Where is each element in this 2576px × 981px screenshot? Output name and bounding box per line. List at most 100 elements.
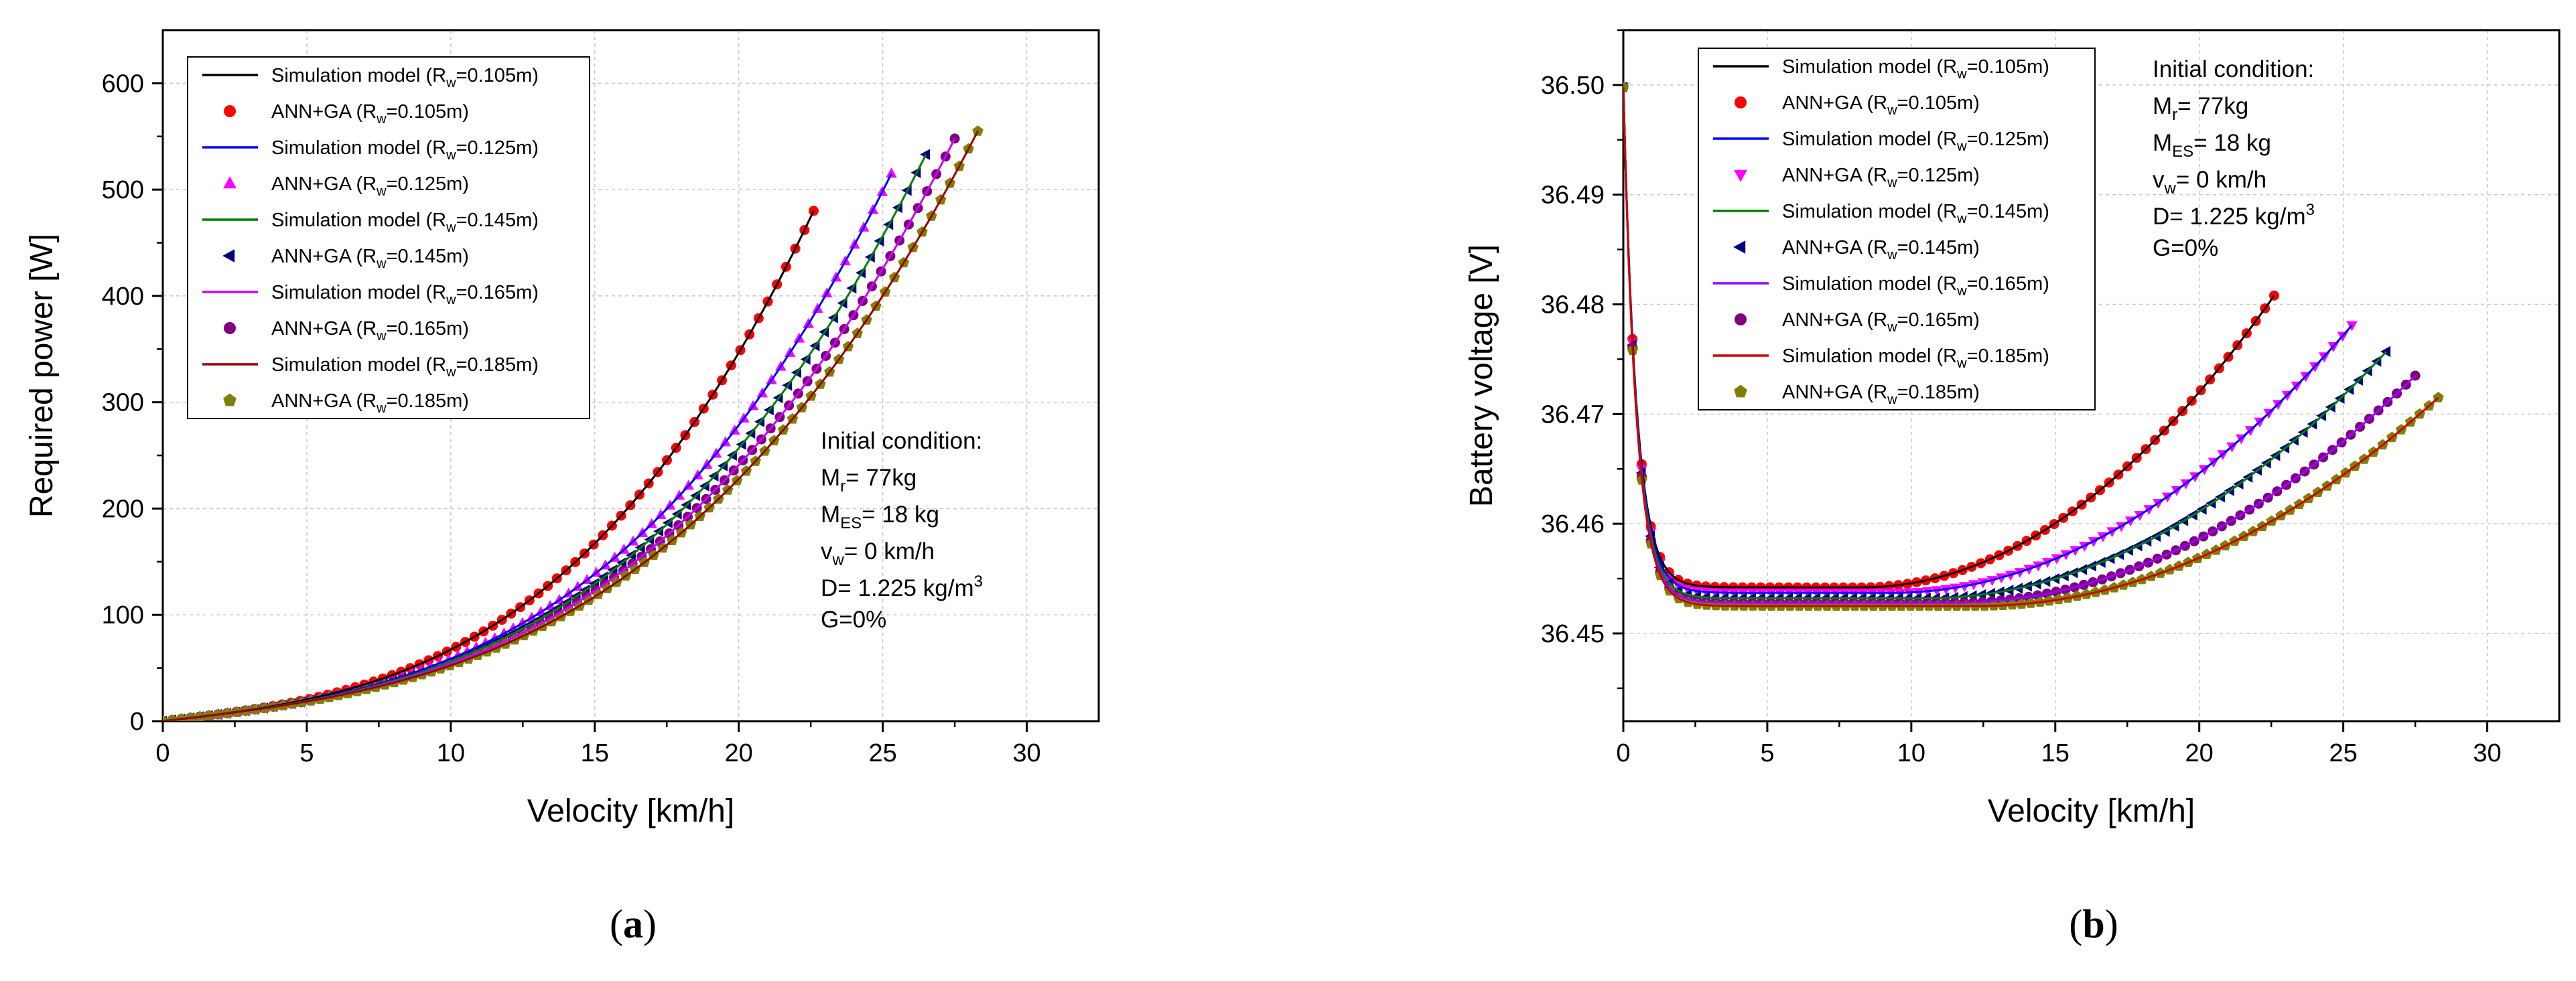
x-tick-label: 20 xyxy=(2185,739,2214,767)
y-axis-title: Battery voltage [V] xyxy=(1464,244,1499,507)
y-tick-label: 36.48 xyxy=(1541,291,1605,319)
legend-marker-swatch xyxy=(1735,313,1747,325)
legend-entry: Simulation model (Rw=0.165m) xyxy=(271,282,539,307)
annotation-title: Initial condition: xyxy=(2153,56,2314,82)
series-line xyxy=(1623,87,2388,599)
legend-entry: Simulation model (Rw=0.165m) xyxy=(1782,273,2049,299)
data-point xyxy=(886,167,897,178)
data-point xyxy=(1719,589,1731,599)
y-tick-label: 0 xyxy=(130,708,144,736)
series-line xyxy=(163,131,979,721)
legend-box xyxy=(1698,48,2096,410)
y-tick-label: 500 xyxy=(102,176,144,204)
data-point xyxy=(1848,589,1860,599)
x-tick-label: 25 xyxy=(868,739,896,767)
legend-entry: Simulation model (Rw=0.145m) xyxy=(271,210,539,235)
y-tick-label: 300 xyxy=(102,389,144,417)
y-tick-label: 36.49 xyxy=(1541,181,1605,210)
legend-entry: ANN+GA (Rw=0.145m) xyxy=(1782,237,1980,262)
legend: Simulation model (Rw=0.105m) ANN+GA (Rw=0… xyxy=(187,56,590,419)
annotation: Initial condition: Mr= 77kg MES= 18 kg vw= … xyxy=(821,428,983,633)
legend-entry: ANN+GA (Rw=0.165m) xyxy=(271,318,469,344)
data-point xyxy=(1802,589,1814,599)
legend-marker-swatch xyxy=(1734,384,1747,398)
data-point xyxy=(1811,589,1823,599)
x-tick-label: 0 xyxy=(1616,739,1630,767)
x-tick-label: 0 xyxy=(155,739,170,767)
y-tick-label: 100 xyxy=(102,601,144,629)
annotation-mes: MES= 18 kg xyxy=(2153,130,2271,161)
legend-marker-swatch xyxy=(1733,240,1746,254)
y-tick-label: 36.47 xyxy=(1541,400,1605,429)
data-point xyxy=(1765,589,1777,599)
annotation-density: D= 1.225 kg/m3 xyxy=(821,573,983,601)
x-tick-label: 20 xyxy=(725,739,753,767)
legend-entry: ANN+GA (Rw=0.125m) xyxy=(1782,165,1980,190)
x-tick-label: 30 xyxy=(1012,739,1040,767)
data-point xyxy=(1623,81,1629,92)
x-tick-label: 15 xyxy=(581,739,609,767)
legend-marker-swatch xyxy=(1734,169,1747,182)
data-point xyxy=(1922,587,1934,597)
legend-entry: Simulation model (Rw=0.105m) xyxy=(271,65,539,90)
legend-entry: Simulation model (Rw=0.185m) xyxy=(1782,346,2049,371)
y-tick-label: 600 xyxy=(102,70,144,98)
annotation-mr: Mr= 77kg xyxy=(821,465,917,496)
legend-box xyxy=(187,56,590,419)
legend-entry: ANN+GA (Rw=0.165m) xyxy=(1782,309,1980,335)
annotation-grade: G=0% xyxy=(2153,235,2218,261)
x-tick-label: 25 xyxy=(2329,739,2357,767)
y-tick-label: 200 xyxy=(102,495,144,523)
annotation-vw: vw= 0 km/h xyxy=(821,538,935,569)
caption-b: (b) xyxy=(2069,902,2118,946)
legend-entry: Simulation model (Rw=0.145m) xyxy=(1782,201,2049,226)
legend-marker-swatch xyxy=(223,176,236,189)
chart-b-battery-voltage: 0 5 10 15 20 25 30 36.45 36.46 36.47 36.48 36.49 36.… xyxy=(1464,29,2561,829)
annotation: Initial condition: Mr= 77kg MES= 18 kg vw= … xyxy=(2153,56,2315,261)
annotation-grade: G=0% xyxy=(821,607,886,633)
y-axis-title: Required power [W] xyxy=(24,234,60,518)
x-tick-label: 30 xyxy=(2473,739,2501,767)
legend-marker-swatch xyxy=(1735,96,1747,108)
data-point xyxy=(1793,589,1804,599)
legend-entry: ANN+GA (Rw=0.125m) xyxy=(271,173,469,199)
series-line xyxy=(1623,87,2417,604)
legend-entry: ANN+GA (Rw=0.105m) xyxy=(1782,92,1980,118)
legend-entry: Simulation model (Rw=0.125m) xyxy=(271,137,539,163)
annotation-density: D= 1.225 kg/m3 xyxy=(2153,201,2315,230)
series-group xyxy=(163,125,984,721)
data-point xyxy=(972,125,984,136)
data-point xyxy=(1774,589,1786,599)
legend-entry: Simulation model (Rw=0.125m) xyxy=(1782,129,2049,154)
legend-entry: ANN+GA (Rw=0.185m) xyxy=(271,390,469,416)
x-axis-title: Velocity [km/h] xyxy=(1988,794,2195,829)
data-point xyxy=(1747,589,1758,599)
plot-frame xyxy=(1622,29,2561,723)
plot-frame xyxy=(161,29,1100,723)
chart-a-required-power: 0 5 10 15 20 25 300100200300400500600Velocity … xyxy=(24,29,1100,829)
data-point xyxy=(1756,589,1767,599)
annotation-title: Initial condition: xyxy=(821,428,982,454)
legend-marker-swatch xyxy=(224,322,236,334)
legend-entry: Simulation model (Rw=0.105m) xyxy=(1782,56,2049,82)
legend-entry: ANN+GA (Rw=0.105m) xyxy=(271,101,469,127)
series-line xyxy=(1623,87,2439,607)
y-tick-label: 36.46 xyxy=(1541,510,1605,538)
y-tick-label: 36.50 xyxy=(1541,72,1605,100)
legend-entry: Simulation model (Rw=0.185m) xyxy=(271,354,539,380)
annotation-mes: MES= 18 kg xyxy=(821,502,939,532)
data-point xyxy=(1783,589,1795,599)
x-tick-label: 5 xyxy=(1760,739,1774,767)
data-point xyxy=(1885,589,1897,599)
legend-entry: ANN+GA (Rw=0.145m) xyxy=(271,246,469,271)
x-tick-label: 5 xyxy=(299,739,314,767)
series-line xyxy=(1623,87,2275,589)
legend-marker-swatch xyxy=(224,105,236,117)
annotation-mr: Mr= 77kg xyxy=(2153,93,2248,124)
y-tick-label: 36.45 xyxy=(1541,620,1605,648)
data-point xyxy=(1876,589,1887,599)
data-point xyxy=(1867,589,1878,599)
x-axis-title: Velocity [km/h] xyxy=(527,794,734,829)
legend-marker-swatch xyxy=(223,393,236,406)
